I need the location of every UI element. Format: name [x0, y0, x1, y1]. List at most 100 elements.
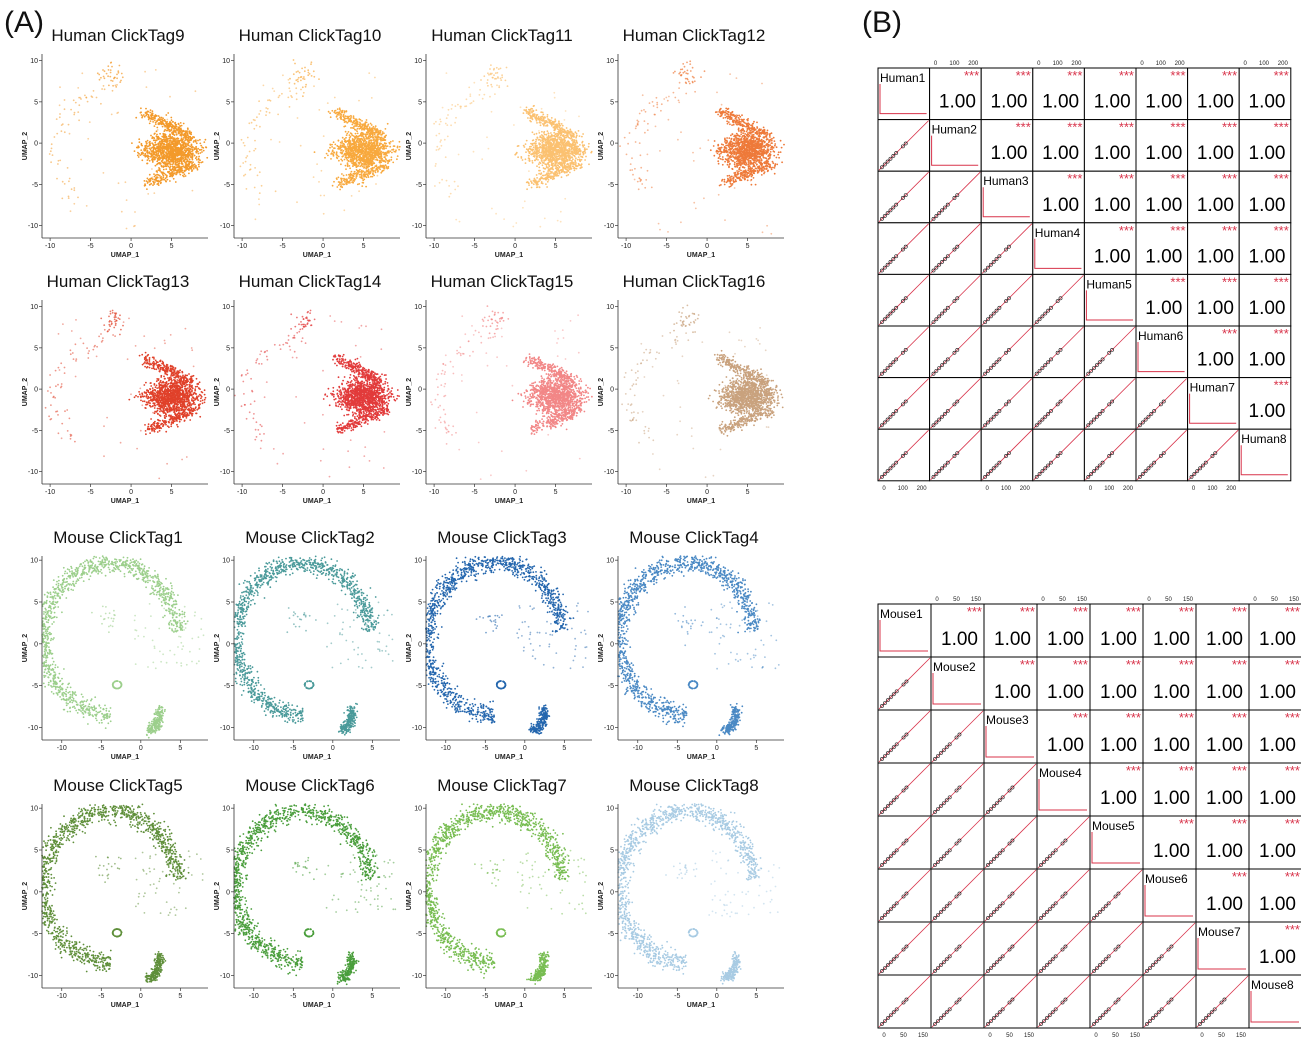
umap-point — [489, 68, 491, 70]
umap-point — [553, 132, 555, 134]
umap-point — [75, 102, 77, 104]
umap-point — [368, 164, 370, 166]
umap-point — [177, 128, 179, 130]
umap-point — [158, 115, 160, 117]
umap-point — [549, 154, 551, 156]
umap-point — [172, 175, 174, 177]
umap-point — [139, 154, 141, 156]
umap-point — [243, 142, 245, 144]
umap-point — [353, 173, 355, 175]
umap-point — [158, 157, 160, 159]
umap-point — [542, 183, 544, 185]
umap-point — [540, 140, 542, 142]
umap-point — [568, 145, 570, 147]
umap-point — [560, 163, 562, 165]
umap-point — [576, 165, 578, 167]
umap-point — [358, 147, 360, 149]
umap-point — [170, 170, 172, 172]
umap-point — [171, 127, 173, 129]
umap-point — [369, 172, 371, 174]
umap-point — [330, 153, 332, 155]
umap-point — [346, 183, 348, 185]
umap-point — [546, 167, 548, 169]
umap-point — [304, 67, 306, 69]
umap-point — [527, 181, 529, 183]
umap-point — [551, 147, 553, 149]
umap-point — [197, 140, 199, 142]
umap-point — [170, 161, 172, 163]
umap-point — [526, 112, 528, 114]
umap-point — [327, 102, 329, 104]
umap-point — [289, 82, 291, 84]
umap-point — [359, 124, 361, 126]
umap-point — [399, 141, 401, 143]
umap-point — [545, 121, 547, 123]
umap-point — [165, 168, 167, 170]
umap-point — [380, 137, 382, 139]
umap-point — [549, 145, 551, 147]
umap-point — [167, 156, 169, 158]
umap-point — [56, 118, 58, 120]
umap-point — [366, 157, 368, 159]
umap-point — [329, 147, 331, 149]
umap-point — [363, 155, 365, 157]
umap-point — [144, 153, 146, 155]
umap-point — [498, 68, 500, 70]
umap-point — [529, 109, 531, 111]
umap-point — [364, 158, 366, 160]
umap-point — [348, 147, 350, 149]
umap-point — [540, 146, 542, 148]
umap-point — [152, 117, 154, 119]
umap-point — [540, 177, 542, 179]
umap-point — [363, 144, 365, 146]
umap-point — [500, 68, 502, 70]
umap-point — [451, 108, 453, 110]
umap-point — [178, 141, 180, 143]
umap-point — [536, 133, 538, 135]
umap-point — [546, 159, 548, 161]
umap-point — [179, 143, 181, 145]
umap-point — [196, 150, 198, 152]
umap-point — [293, 59, 295, 61]
umap-point — [177, 154, 179, 156]
umap-point — [551, 163, 553, 165]
umap-point — [172, 149, 174, 151]
umap-point — [362, 124, 364, 126]
umap-point — [581, 166, 583, 168]
umap-point — [543, 146, 545, 148]
umap-point — [581, 163, 583, 165]
umap-point — [164, 124, 166, 126]
umap-point — [558, 143, 560, 145]
umap-point — [149, 141, 151, 143]
umap-point — [375, 125, 377, 127]
umap-point — [341, 149, 343, 151]
umap-point — [550, 161, 552, 163]
umap-point — [359, 169, 361, 171]
umap-point — [138, 138, 140, 140]
umap-point — [530, 146, 532, 148]
umap-point — [564, 160, 566, 162]
umap-point — [555, 127, 557, 129]
umap-point — [323, 213, 325, 215]
umap-point — [140, 112, 142, 114]
umap-point — [363, 167, 365, 169]
umap-point — [174, 167, 176, 169]
umap-point — [195, 157, 197, 159]
umap-point — [564, 155, 566, 157]
umap-point — [153, 137, 155, 139]
umap-point — [552, 151, 554, 153]
umap-point — [389, 159, 391, 161]
y-tick-label: 0 — [226, 141, 230, 148]
umap-point — [558, 132, 560, 134]
umap-point — [119, 65, 121, 67]
umap-point — [169, 134, 171, 136]
umap-point — [175, 131, 177, 133]
umap-point — [558, 170, 560, 172]
umap-point — [173, 170, 175, 172]
umap-point — [353, 163, 355, 165]
umap-point — [542, 164, 544, 166]
umap-point — [561, 123, 563, 125]
umap-point — [357, 133, 359, 135]
umap-point — [175, 142, 177, 144]
umap-point — [559, 155, 561, 157]
